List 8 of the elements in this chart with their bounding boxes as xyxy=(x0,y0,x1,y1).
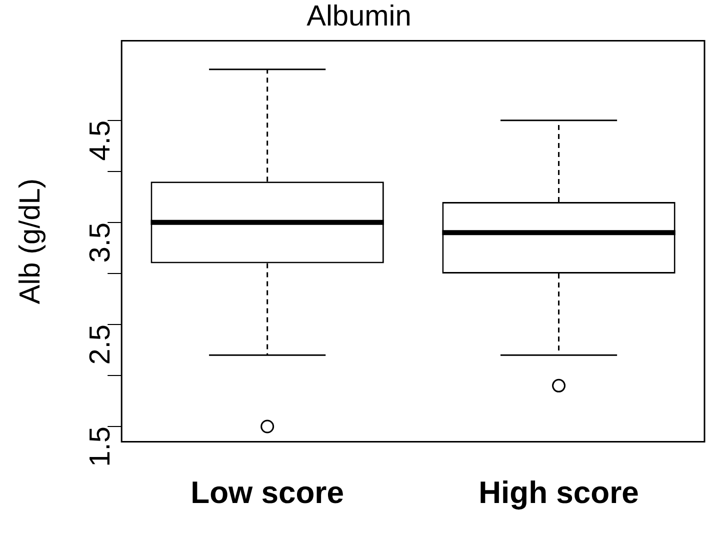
x-tick-label: High score xyxy=(478,474,639,510)
y-tick-label: 1.5 xyxy=(84,426,117,467)
y-tick-label: 2.5 xyxy=(84,324,117,365)
y-tick-label: 4.5 xyxy=(84,120,117,161)
y-axis-title: Alb (g/dL) xyxy=(14,178,46,304)
y-tick-label: 3.5 xyxy=(84,222,117,263)
x-tick-label: Low score xyxy=(190,474,344,510)
chart-title: Albumin xyxy=(306,0,412,32)
